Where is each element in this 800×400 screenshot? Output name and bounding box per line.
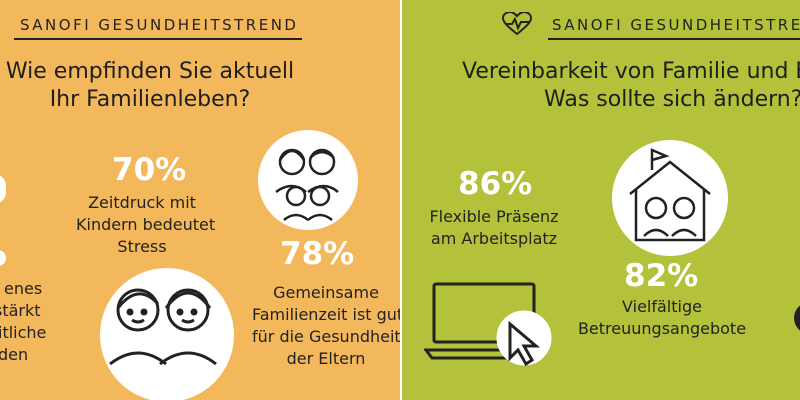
- left-title-line-1: Wie empfinden Sie aktuell: [5, 59, 295, 84]
- stat-82-line-2: Betreuungsangebote: [577, 319, 747, 338]
- cut-off-icon-circle: [794, 302, 800, 334]
- right-panel: SANOFI GESUNDHEITSTREND Vereinbarkeit vo…: [402, 0, 800, 400]
- left-panel: SANOFI GESUNDHEITSTREND Wie empfinden Si…: [0, 0, 400, 400]
- stat-82-line-1: Vielfältige: [622, 297, 702, 316]
- stat-82-value: 82%: [624, 258, 699, 294]
- stat-70-line-1: Zeitdruck mit: [88, 193, 196, 212]
- family-icon-circle: [258, 130, 358, 230]
- stat-86-line-2: am Arbeitsplatz: [430, 229, 558, 248]
- stat-82-caption: Vielfältige Betreuungsangebote: [572, 296, 752, 340]
- stat-70-line-3: Stress: [117, 237, 167, 256]
- cut-off-percent-glyph: [0, 174, 6, 204]
- stat-78-line-3: für die Gesundheit: [252, 327, 400, 346]
- left-header-rule: [14, 38, 302, 40]
- stat-78-line-1: Gemeinsame: [273, 283, 379, 302]
- house-children-icon: [629, 148, 711, 242]
- right-title-line-1: Vereinbarkeit von Familie und B: [462, 59, 800, 84]
- stat-78-line-4: der Eltern: [286, 349, 366, 368]
- right-header-label: SANOFI GESUNDHEITSTREND: [552, 16, 800, 34]
- partial-caption-line-1: enes: [4, 279, 43, 298]
- stat-78-caption: Gemeinsame Familienzeit ist gut für die …: [252, 282, 400, 370]
- stat-86-value: 86%: [458, 166, 533, 202]
- heart-pulse-icon: [502, 12, 532, 36]
- partial-caption-line-4: den: [0, 345, 29, 364]
- laptop-cursor-icon: [424, 282, 552, 367]
- right-header-rule: [548, 38, 800, 40]
- left-header-label: SANOFI GESUNDHEITSTREND: [20, 16, 299, 34]
- stat-86-caption: Flexible Präsenz am Arbeitsplatz: [420, 206, 568, 250]
- cut-off-percent-glyph-2: [0, 250, 6, 266]
- right-title-line-2: Was sollte sich ändern?: [544, 87, 800, 112]
- partial-caption-line-3: itliche: [0, 323, 47, 342]
- left-title: Wie empfinden Sie aktuell Ihr Familienle…: [0, 58, 300, 114]
- house-icon-circle: [612, 140, 728, 256]
- left-title-line-2: Ihr Familienleben?: [49, 87, 251, 112]
- right-title: Vereinbarkeit von Familie und B Was soll…: [462, 58, 800, 114]
- stat-86-line-1: Flexible Präsenz: [429, 207, 559, 226]
- stat-70-line-2: Kindern bedeutet: [76, 215, 216, 234]
- family-icon: [275, 148, 339, 221]
- stat-78-line-2: Familienzeit ist gut: [252, 305, 400, 324]
- stat-70-value: 70%: [112, 152, 187, 188]
- stat-70-caption: Zeitdruck mit Kindern bedeutet Stress: [76, 192, 216, 258]
- couple-faces-circle: [100, 268, 234, 400]
- couple-faces-icon: [109, 288, 217, 366]
- stat-78-value: 78%: [280, 236, 355, 272]
